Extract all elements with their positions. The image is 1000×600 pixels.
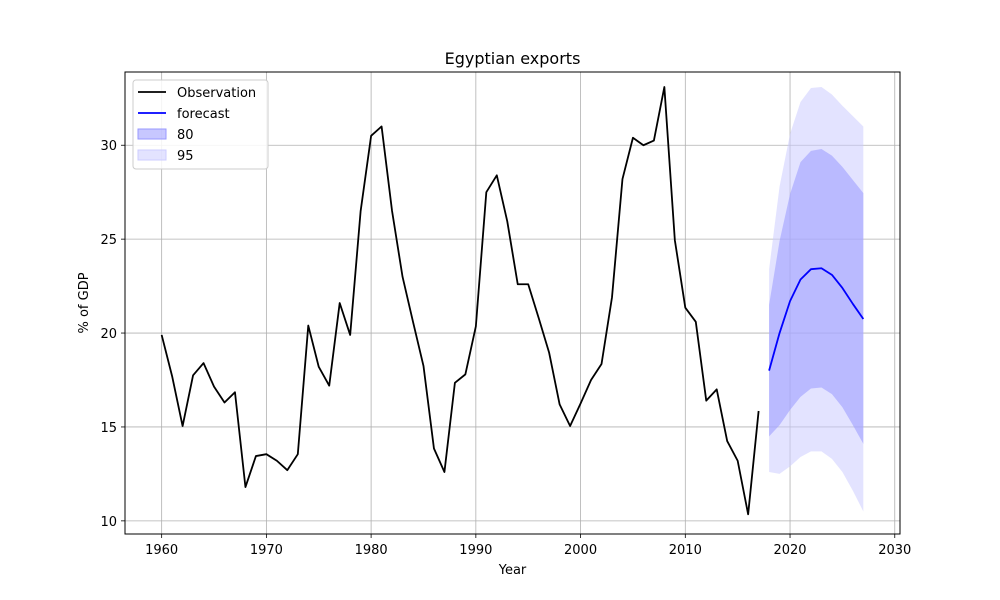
forecast-intervals [769, 87, 864, 512]
y-tick-label: 25 [100, 233, 117, 248]
y-axis-label: % of GDP [77, 272, 92, 333]
legend-box [132, 79, 269, 170]
interval-band-80 [769, 149, 864, 444]
legend-swatch-95 [137, 149, 167, 161]
plot-area-frame [124, 71, 901, 535]
legend-label-95: 95 [177, 149, 194, 164]
series-line-forecast [768, 267, 865, 371]
y-tick-label: 15 [100, 421, 117, 436]
x-tick-label: 1960 [145, 543, 178, 558]
x-tick-label: 1970 [250, 543, 283, 558]
y-tick-label: 30 [100, 139, 117, 154]
x-tick-label: 2030 [878, 543, 911, 558]
legend-label-observation: Observation [177, 86, 256, 101]
x-tick-label: 2000 [564, 543, 597, 558]
legend-label-forecast: forecast [177, 107, 230, 122]
series-line-observation [160, 86, 760, 516]
x-axis-label: Year [498, 563, 527, 578]
legend-swatch-80 [137, 128, 167, 140]
chart-title: Egyptian exports [445, 49, 581, 68]
legend: Observation forecast 80 95 [132, 79, 269, 170]
x-tick-label: 1980 [355, 543, 388, 558]
x-tick-label: 2010 [669, 543, 702, 558]
legend-label-80: 80 [177, 128, 194, 143]
y-tick-label: 10 [100, 515, 117, 530]
x-tick-label: 1990 [459, 543, 492, 558]
y-tick-label: 20 [100, 327, 117, 342]
axis-ticks: 1960 1970 1980 1990 2000 2010 2020 2030 10 15 20 25… [100, 139, 911, 558]
series-lines [160, 86, 865, 516]
x-tick-label: 2020 [773, 543, 806, 558]
